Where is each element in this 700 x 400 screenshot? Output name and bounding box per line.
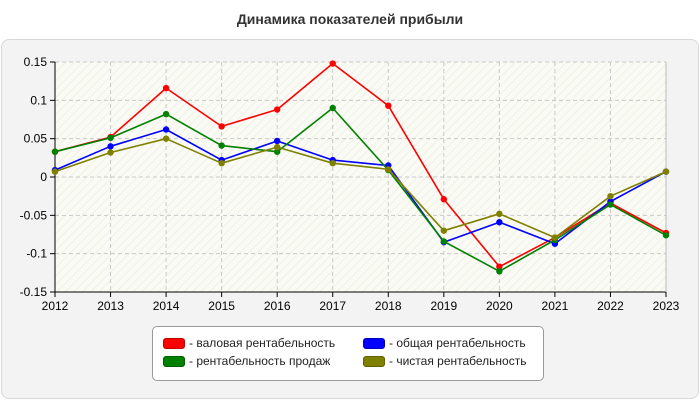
data-point: [162, 135, 170, 142]
chart-title: Динамика показателей прибыли: [236, 11, 464, 27]
legend-item-net-profitability: - чистая рентабельность: [363, 353, 526, 369]
y-tick-label: 0.1: [30, 93, 47, 107]
data-point: [218, 160, 225, 167]
x-tick-label: 2019: [430, 299, 457, 313]
data-point: [496, 263, 503, 270]
legend-label-net: - чистая рентабельность: [389, 354, 527, 368]
series-line: [54, 107, 667, 273]
x-tick-label: 2012: [42, 299, 69, 313]
legend-label-total: - общая рентабельность: [389, 336, 526, 350]
legend-item-sales-profitability: - рентабельность продаж: [163, 353, 330, 369]
legend-label-gross: - валовая рентабельность: [189, 336, 336, 350]
data-point: [329, 60, 336, 67]
data-point: [273, 137, 281, 145]
series-3: [51, 135, 670, 241]
series-line: [54, 128, 667, 245]
legend-label-sales: - рентабельность продаж: [189, 354, 331, 368]
data-point: [385, 166, 392, 173]
y-tick-label: -0.05: [20, 208, 48, 222]
data-point: [218, 142, 225, 149]
data-point: [662, 232, 670, 239]
legend-swatch-gross: [163, 337, 185, 349]
data-point: [162, 110, 170, 118]
data-point: [273, 106, 281, 113]
data-point: [662, 168, 670, 175]
y-tick-label: -0.15: [20, 285, 48, 299]
y-tick-label: 0.05: [24, 132, 48, 146]
grid-lines: [55, 61, 666, 292]
x-tick-label: 2018: [375, 299, 402, 313]
x-axis-ticks: 2012 2013 2014 2015 2016 2017 2018 2019 2020 2021…: [42, 292, 680, 313]
data-point: [273, 143, 281, 151]
y-axis-ticks: 0.15 0.1 0.05 0 -0.05 -0.1 -0.15: [20, 55, 55, 299]
legend-swatch-sales: [163, 355, 185, 367]
x-tick-label: 2015: [208, 299, 235, 313]
x-tick-label: 2013: [97, 299, 124, 313]
series: [51, 60, 670, 275]
legend: - валовая рентабельность - общая рентабе…: [152, 326, 544, 381]
x-tick-label: 2017: [319, 299, 346, 313]
data-point: [496, 268, 503, 275]
y-tick-label: 0.15: [24, 55, 48, 69]
legend-swatch-total: [363, 337, 385, 349]
data-point: [51, 148, 59, 155]
data-point: [551, 234, 559, 241]
y-tick-label: -0.1: [26, 247, 47, 261]
data-point: [162, 84, 170, 92]
x-tick-label: 2020: [486, 299, 513, 313]
y-tick-label: 0: [40, 170, 47, 184]
data-point: [607, 192, 614, 200]
data-point: [107, 149, 114, 156]
series-line: [54, 137, 667, 239]
data-point: [496, 219, 503, 226]
data-point: [385, 102, 392, 109]
data-point: [107, 134, 114, 142]
x-tick-label: 2023: [653, 299, 680, 313]
legend-swatch-net: [363, 355, 385, 367]
x-tick-label: 2014: [153, 299, 180, 313]
data-point: [218, 123, 225, 130]
data-point: [440, 238, 448, 245]
data-point: [51, 168, 59, 175]
data-point: [329, 104, 336, 112]
data-point: [329, 160, 336, 167]
data-point: [107, 143, 114, 150]
data-point: [273, 148, 281, 155]
legend-item-total-profitability: - общая рентабельность: [363, 335, 526, 351]
x-tick-label: 2016: [264, 299, 291, 313]
legend-item-gross-profitability: - валовая рентабельность: [163, 335, 335, 351]
x-tick-label: 2021: [542, 299, 569, 313]
data-point: [440, 227, 448, 234]
x-tick-label: 2022: [597, 299, 624, 313]
series-line: [54, 62, 667, 268]
data-point: [607, 201, 614, 208]
data-point: [440, 196, 448, 203]
data-point: [496, 210, 503, 217]
data-point: [162, 126, 170, 133]
